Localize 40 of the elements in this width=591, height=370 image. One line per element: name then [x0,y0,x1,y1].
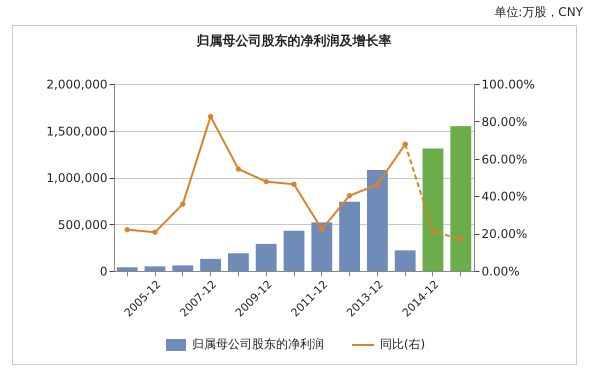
bar [200,258,222,271]
text: 单位:万股，CNY [494,4,583,21]
bar [228,253,249,271]
y2-tick-label: 100.00% [482,78,535,92]
bar [284,230,304,271]
y-tick-label: 0 [100,264,108,278]
bar [116,267,138,271]
bar [366,170,388,271]
bar [422,148,444,271]
bar [450,126,472,271]
point [374,182,380,188]
y-tick-label: 2,000,000 [46,78,108,92]
y-tick-label: 1,500,000 [46,124,108,138]
point [264,178,269,184]
y2-tick-label: 80.00% [482,114,528,129]
y2-tick-label: 20.00% [482,227,528,242]
point [180,201,186,207]
point [458,236,464,242]
point [124,227,130,232]
bar [394,250,416,271]
y2-tick-label: 0.00% [482,264,520,278]
point [319,226,324,232]
legend-label: 归属母公司股东的净利润 [192,336,324,353]
y2-tick-label: 60.00% [482,152,528,166]
chart-title: 归属母公司股东的净利润及增长率 [196,33,392,49]
point [236,166,242,172]
point [152,230,158,235]
point [430,228,436,234]
bar [172,265,194,271]
y-tick-label: 1,000,000 [46,171,108,185]
bar [256,244,277,271]
bar [144,266,166,271]
y-tick-label: 500,000 [58,218,108,232]
bar [339,202,360,271]
y2-tick-label: 40.00% [482,190,528,204]
bar [311,222,332,271]
point [346,193,352,198]
point [402,142,408,147]
legend-label: 同比(右) [380,336,426,353]
point [291,182,297,187]
